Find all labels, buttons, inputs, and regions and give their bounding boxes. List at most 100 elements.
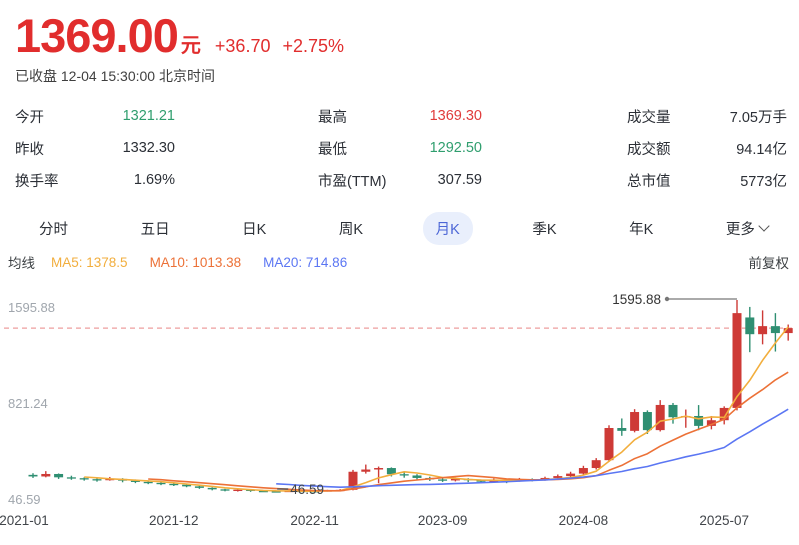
stat-row: 总市值 5773亿 [627,164,787,196]
candle-body [745,317,755,335]
candle-body [476,480,486,482]
candle-body [130,480,140,482]
stat-row: 市盈(TTM) 307.59 [318,164,482,196]
candle-body [591,460,601,469]
candle-body [783,328,793,334]
x-axis-label: 2024-08 [559,513,609,528]
ma5-line [84,326,789,492]
candle-body [348,471,358,490]
candle-body [182,484,192,487]
stat-value: 1321.21 [122,108,175,124]
ma20-line [276,408,789,488]
stat-value: 307.59 [437,172,482,188]
candle-body [642,412,652,431]
stat-label: 成交额 [627,141,671,158]
high-annotation-label: 1595.88 [612,292,661,307]
tab-yearly-k[interactable]: 年K [616,212,666,245]
candle-body [258,490,268,493]
stat-value: 1.69% [133,172,175,188]
ma10-line [148,371,789,492]
stat-label: 最高 [318,109,347,126]
candle-body [233,489,243,492]
stat-label: 总市值 [627,173,671,190]
stat-label: 市盈(TTM) [318,173,387,190]
candle-body [668,404,678,418]
stats-column: 今开 1321.21 昨收 1332.30 换手率 1.69% [15,100,175,196]
stat-value: 94.14亿 [736,141,787,158]
candle-body [732,313,742,408]
candle-body [617,428,627,431]
tab-minute[interactable]: 分时 [26,212,81,245]
candlestick-chart[interactable]: 1595.88 46.59 1595.88 821.24 46.59 2021-01 202… [0,285,799,535]
stat-row: 成交量 7.05万手 [627,100,787,132]
candle-body [578,468,588,474]
stats-column: 成交量 7.05万手成交额 94.14亿总市值 5773亿 [627,100,787,196]
adjust-mode-toggle[interactable]: 前复权 [748,256,790,271]
candle-body [706,420,716,426]
tab-daily-k[interactable]: 日K [229,212,279,245]
candle-body [450,478,460,481]
chevron-down-icon [758,220,770,232]
candle-body [220,489,230,491]
price-change: +36.70 [214,36,271,56]
stat-value: 1369.30 [429,108,482,124]
candle-body [28,474,38,477]
candle-body [386,468,396,475]
tab-label: 日K [242,221,267,238]
tab-label: 季K [532,221,557,238]
candle-body [719,407,729,421]
ma20-value: MA20: 714.86 [263,254,348,270]
candle-body [758,326,768,335]
tab-label: 五日 [140,221,170,238]
candle-body [694,415,704,426]
low-annotation-label: 46.59 [290,482,324,497]
stat-value: 5773亿 [740,173,787,190]
candle-body [770,326,780,334]
ma-legend: 均线 MA5: 1378.5 MA10: 1013.38 MA20: 714.8… [0,252,799,272]
stat-label: 最低 [318,141,347,158]
tab-weekly-k[interactable]: 周K [326,212,376,245]
stock-price: 1369.00 [15,9,179,62]
stat-label: 换手率 [15,173,59,190]
stat-label: 今开 [15,109,44,126]
price-header: 1369.00 元 +36.70 +2.75% [15,8,344,63]
stat-value: 1332.30 [122,140,175,156]
stat-row: 今开 1321.21 [15,100,175,132]
tab-label: 分时 [39,221,68,238]
candle-body [194,486,204,488]
stat-row: 昨收 1332.30 [15,132,175,164]
tab-more[interactable]: 更多 [713,212,781,245]
stat-label: 昨收 [15,141,44,158]
x-axis-label: 2021-01 [0,513,49,528]
candle-body [399,474,409,476]
candle-body [566,473,576,477]
candle-body [143,481,153,484]
stats-column: 最高 1369.30 最低 1292.50 市盈(TTM) 307.59 [318,100,482,196]
stat-label: 成交量 [627,109,671,126]
candle-body [92,479,102,481]
tab-label: 年K [629,221,654,238]
price-change-percent: +2.75% [282,36,345,56]
candle-body [374,468,384,470]
candle-body [604,428,614,461]
candle-body [66,477,76,479]
stat-row: 成交额 94.14亿 [627,132,787,164]
tab-five-day[interactable]: 五日 [128,212,183,245]
y-axis-label: 1595.88 [8,300,55,315]
candle-body [156,482,166,485]
stat-value: 7.05万手 [729,109,787,126]
tab-monthly-k[interactable]: 月K [422,211,473,245]
candle-body [553,476,563,478]
ma5-value: MA5: 1378.5 [51,254,128,270]
x-axis-label: 2025-07 [699,513,749,528]
tab-label: 月K [435,221,460,238]
candle-body [271,491,281,493]
stat-row: 换手率 1.69% [15,164,175,196]
tab-label: 周K [338,221,364,238]
x-axis-label: 2023-09 [418,513,468,528]
market-status: 已收盘 12-04 15:30:00 北京时间 [15,68,215,84]
tab-quarterly-k[interactable]: 季K [519,212,569,245]
stat-row: 最高 1369.30 [318,100,482,132]
candle-body [207,487,217,490]
